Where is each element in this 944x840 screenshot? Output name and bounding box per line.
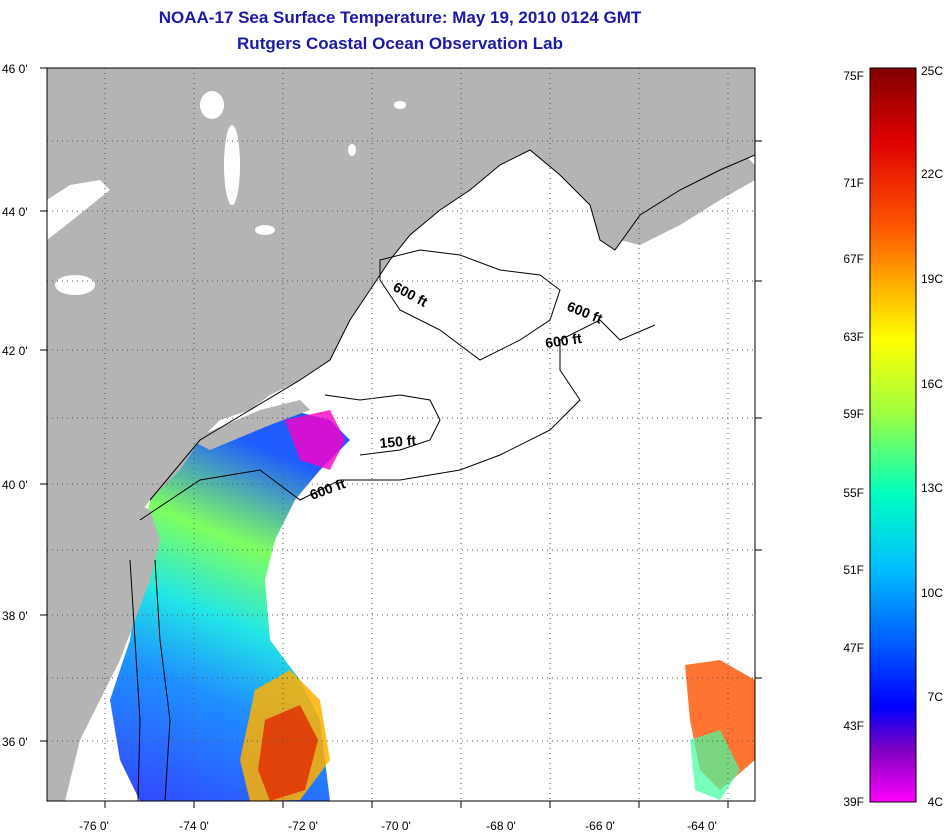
lon-label: -64 0': [687, 819, 717, 833]
contour-label: 150 ft: [379, 432, 417, 451]
fahrenheit-label: 63F: [843, 330, 864, 344]
isobath-150ft: [324, 394, 441, 456]
fahrenheit-label: 47F: [843, 641, 864, 655]
map-frame: [46, 67, 756, 802]
fahrenheit-label: 59F: [843, 407, 864, 421]
lon-label: -74 0': [179, 819, 209, 833]
celsius-label: 22C: [921, 167, 943, 181]
lat-label: 46 0': [2, 62, 28, 76]
cloud-patch: [255, 225, 275, 235]
celsius-label: 13C: [921, 481, 943, 495]
warm-core-patch: [258, 705, 318, 801]
lat-label: 38 0': [2, 609, 28, 623]
fahrenheit-label: 67F: [843, 252, 864, 266]
celsius-label: 16C: [921, 377, 943, 391]
fahrenheit-label: 55F: [843, 486, 864, 500]
lat-label: 42 0': [2, 344, 28, 358]
tick-marks: [40, 67, 762, 808]
isobath-600ft-gulf: [379, 249, 561, 361]
sst-map: -76 0' -74 0' -72 0' -70 0' -68 0' -66 0…: [2, 62, 762, 833]
temperature-colorbar: 75F 71F 67F 63F 59F 55F 51F 47F 43F 39F …: [843, 64, 944, 809]
lat-label: 44 0': [2, 205, 28, 219]
cloud-patch: [55, 275, 95, 295]
fahrenheit-label: 39F: [843, 795, 864, 809]
lat-label: 40 0': [2, 478, 28, 492]
lon-label: -72 0': [288, 819, 318, 833]
celsius-label: 7C: [928, 690, 944, 704]
lake-ontario: [47, 180, 110, 240]
celsius-label: 4C: [928, 795, 944, 809]
isobath-600ft: [139, 319, 656, 521]
map-title: NOAA-17 Sea Surface Temperature: May 19,…: [158, 8, 642, 27]
fahrenheit-label: 51F: [843, 563, 864, 577]
fahrenheit-label: 71F: [843, 176, 864, 190]
lon-label: -70 0': [381, 819, 411, 833]
celsius-label: 25C: [921, 64, 943, 78]
land-mainland: [47, 68, 755, 801]
isobath-shelf: [154, 559, 171, 801]
land-delmarva: [47, 500, 160, 801]
lake-champlain: [224, 125, 240, 205]
coastline: [149, 149, 755, 501]
colorbar-gradient: [869, 67, 917, 803]
contour-label: 600 ft: [544, 330, 583, 351]
east-cool-patch: [690, 730, 740, 800]
lat-label: 36 0': [2, 735, 28, 749]
fahrenheit-label: 75F: [843, 69, 864, 83]
fahrenheit-label: 43F: [843, 719, 864, 733]
cloud-patch: [394, 101, 406, 109]
isobath-shelf: [129, 559, 141, 801]
graticule: [47, 68, 755, 801]
map-subtitle: Rutgers Coastal Ocean Observation Lab: [237, 34, 563, 53]
land-long-island: [190, 400, 310, 450]
lon-label: -66 0': [585, 819, 615, 833]
cloud-patch: [348, 144, 356, 156]
lon-label: -68 0': [486, 819, 516, 833]
celsius-label: 10C: [921, 586, 943, 600]
cloud-patch: [200, 91, 224, 119]
celsius-label: 19C: [921, 272, 943, 286]
cool-shelf-band: [285, 410, 345, 470]
lon-label: -76 0': [79, 819, 109, 833]
